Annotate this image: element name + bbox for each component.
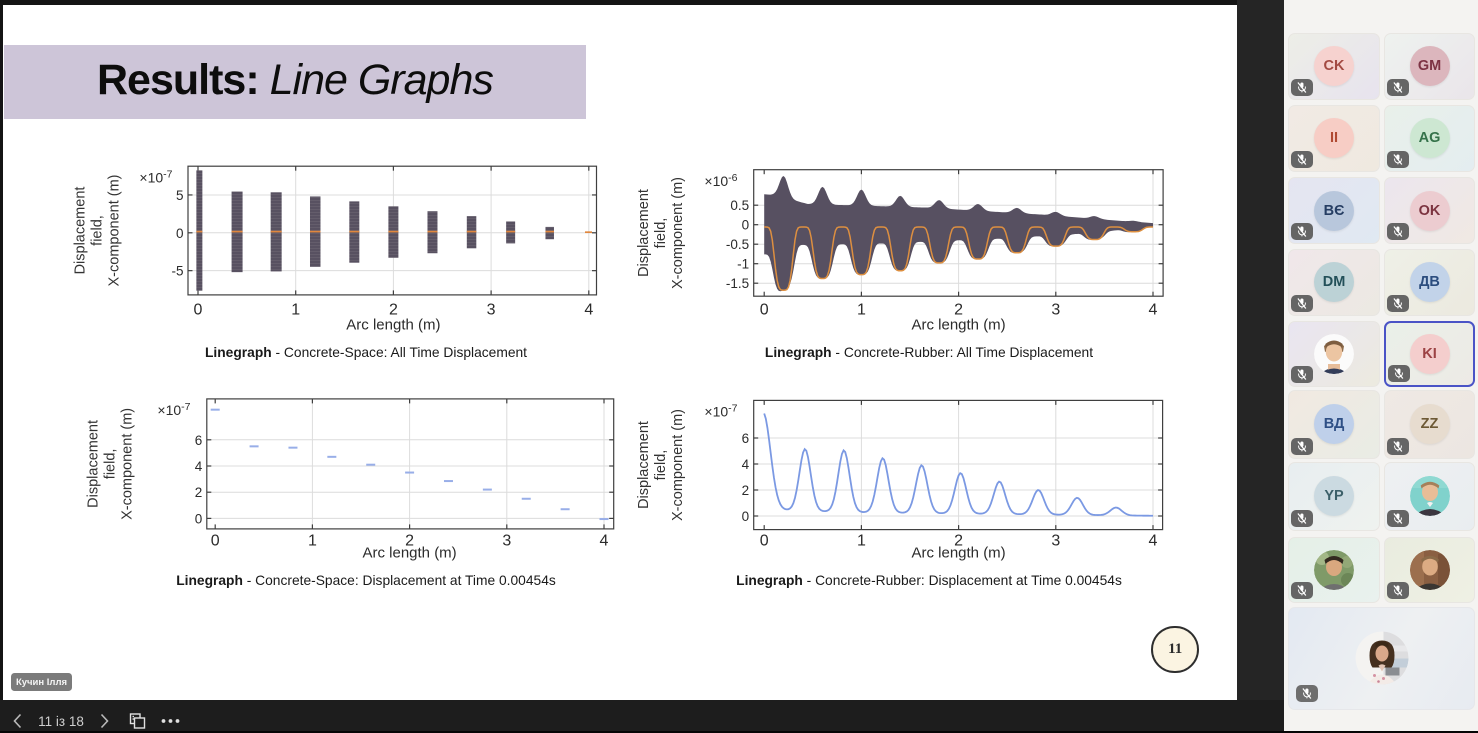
svg-text:3: 3 — [1051, 533, 1060, 550]
svg-text:5: 5 — [176, 188, 184, 203]
svg-text:Arc length (m): Arc length (m) — [911, 317, 1005, 334]
svg-text:1: 1 — [857, 302, 866, 319]
svg-text:3: 3 — [487, 302, 496, 319]
svg-text:2: 2 — [954, 533, 963, 550]
svg-text:×10-7: ×10-7 — [704, 403, 737, 420]
svg-text:-0.5: -0.5 — [726, 237, 749, 252]
svg-text:0: 0 — [760, 302, 769, 319]
svg-text:field,: field, — [653, 218, 669, 249]
svg-text:2: 2 — [195, 485, 203, 500]
svg-text:Displacement: Displacement — [73, 187, 89, 275]
svg-text:6: 6 — [742, 431, 750, 446]
svg-text:field,: field, — [653, 450, 669, 481]
svg-text:0: 0 — [742, 218, 750, 233]
svg-text:0: 0 — [760, 533, 769, 550]
svg-text:11 із 18: 11 із 18 — [38, 714, 84, 729]
svg-text:6: 6 — [195, 433, 203, 448]
svg-text:4: 4 — [584, 302, 593, 319]
svg-text:0.5: 0.5 — [730, 198, 749, 213]
svg-text:4: 4 — [600, 533, 609, 550]
svg-text:1: 1 — [308, 533, 317, 550]
svg-text:2: 2 — [742, 483, 750, 498]
svg-text:X-component (m): X-component (m) — [107, 174, 123, 286]
svg-text:4: 4 — [1149, 302, 1158, 319]
svg-text:×10-7: ×10-7 — [157, 401, 190, 418]
svg-text:-5: -5 — [171, 264, 183, 279]
svg-text:0: 0 — [211, 533, 220, 550]
svg-text:0: 0 — [176, 226, 184, 241]
svg-text:0: 0 — [194, 302, 203, 319]
svg-text:×10-7: ×10-7 — [139, 169, 172, 186]
svg-text:Displacement: Displacement — [636, 421, 652, 509]
svg-text:4: 4 — [195, 459, 203, 474]
svg-text:4: 4 — [742, 457, 750, 472]
svg-text:Arc length (m): Arc length (m) — [346, 317, 440, 334]
svg-text:X-component (m): X-component (m) — [670, 177, 686, 289]
svg-text:3: 3 — [1051, 302, 1060, 319]
svg-text:4: 4 — [1149, 533, 1158, 550]
svg-text:0: 0 — [195, 511, 203, 526]
svg-text:Arc length (m): Arc length (m) — [362, 545, 456, 562]
svg-text:-1.5: -1.5 — [726, 276, 749, 291]
svg-text:×10-6: ×10-6 — [704, 172, 737, 189]
svg-text:X-component (m): X-component (m) — [670, 409, 686, 521]
svg-text:2: 2 — [389, 302, 398, 319]
svg-text:0: 0 — [742, 509, 750, 524]
svg-text:1: 1 — [857, 533, 866, 550]
svg-text:2: 2 — [954, 302, 963, 319]
svg-text:Displacement: Displacement — [636, 189, 652, 277]
svg-text:2: 2 — [405, 533, 414, 550]
svg-text:1: 1 — [291, 302, 300, 319]
svg-text:-1: -1 — [737, 257, 749, 272]
svg-text:Arc length (m): Arc length (m) — [911, 545, 1005, 562]
svg-text:X-component (m): X-component (m) — [120, 408, 136, 520]
svg-text:field,: field, — [103, 449, 119, 480]
svg-text:Displacement: Displacement — [86, 420, 102, 508]
svg-text:3: 3 — [502, 533, 511, 550]
svg-text:field,: field, — [90, 215, 106, 246]
